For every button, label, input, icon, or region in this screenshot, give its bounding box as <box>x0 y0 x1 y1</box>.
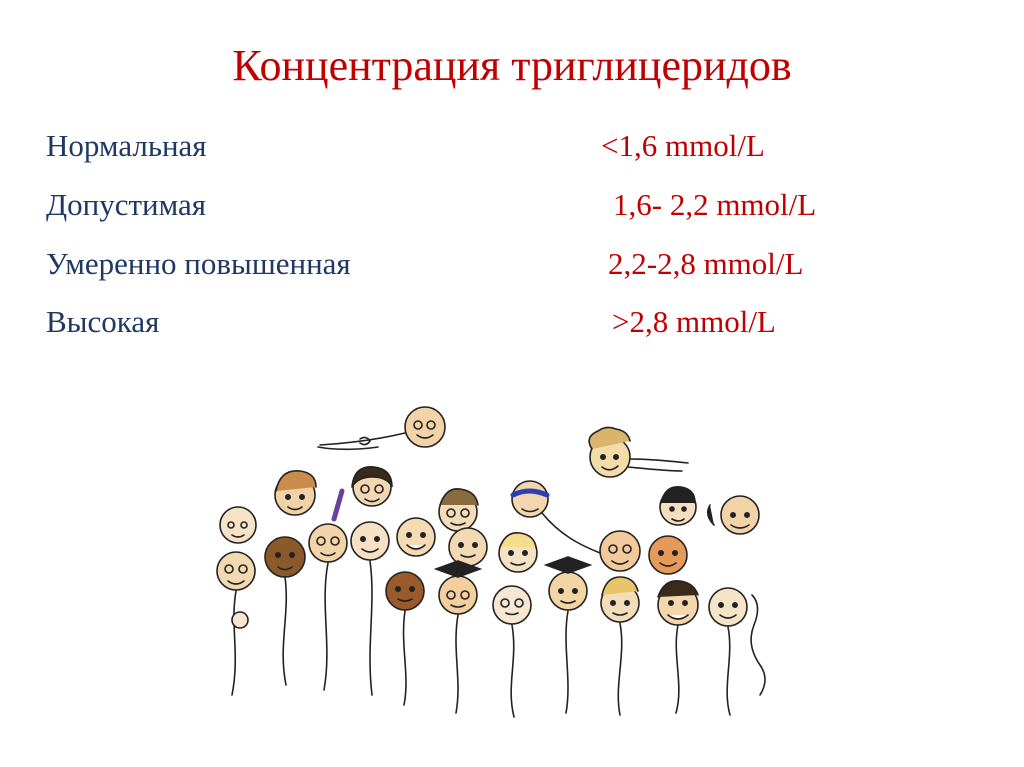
category-label: Допустимая <box>46 187 207 222</box>
category-row-acceptable: Допустимая 1,6- 2,2 mmol/L <box>0 187 1024 237</box>
category-value: 2,2-2,8 mmol/L <box>608 246 804 281</box>
category-value: <1,6 mmol/L <box>601 128 765 163</box>
category-value: 1,6- 2,2 mmol/L <box>613 187 817 222</box>
category-row-moderately-high: Умеренно повышенная 2,2-2,8 mmol/L <box>0 246 1024 296</box>
slide-title: Концентрация триглицеридов <box>232 41 792 90</box>
category-row-normal: Нормальная <1,6 mmol/L <box>0 128 1024 178</box>
category-value: >2,8 mmol/L <box>612 304 776 339</box>
category-row-high: Высокая >2,8 mmol/L <box>0 304 1024 354</box>
category-label: Умеренно повышенная <box>46 246 351 281</box>
crowd-of-cartoon-people-illustration <box>216 406 766 718</box>
category-label: Высокая <box>46 304 160 339</box>
category-label: Нормальная <box>46 128 207 163</box>
